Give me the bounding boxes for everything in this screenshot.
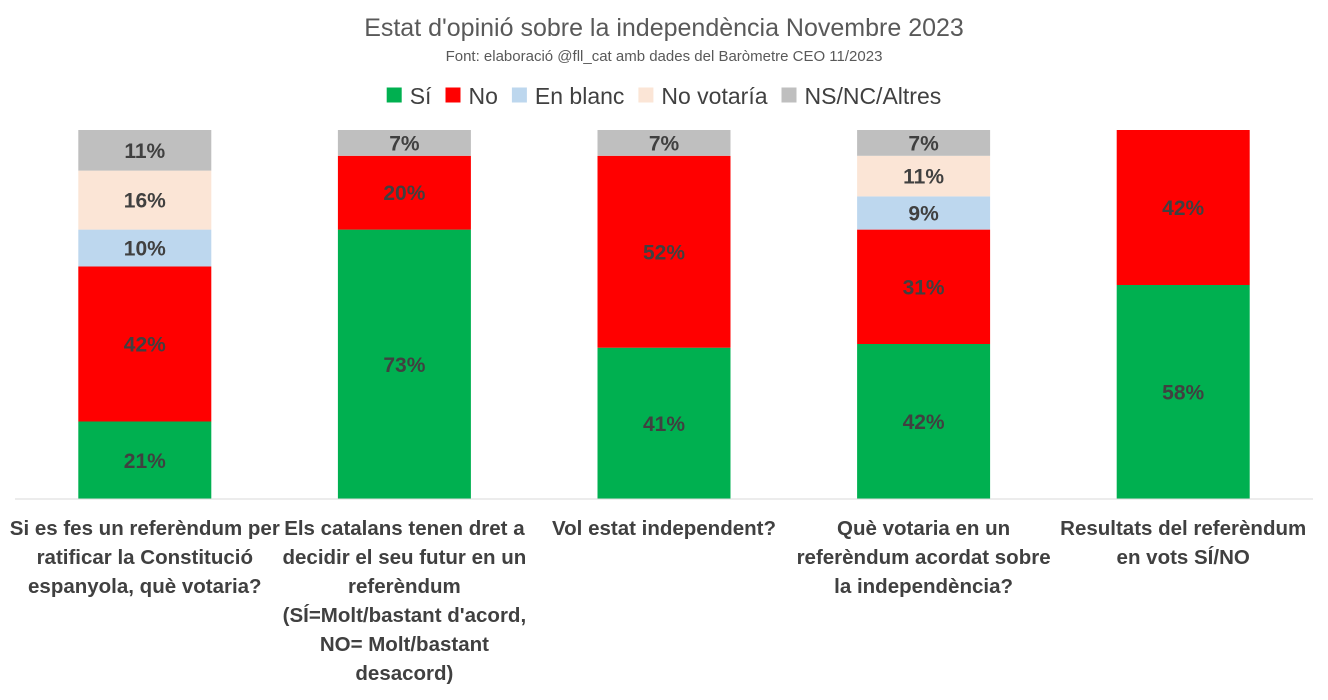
- data-label: 21%: [124, 450, 166, 473]
- data-label: 73%: [383, 354, 425, 377]
- legend-swatch: [638, 87, 654, 103]
- data-label: 9%: [908, 203, 939, 226]
- bar-segment: [597, 347, 731, 499]
- bar-segment: [78, 130, 212, 171]
- legend-swatch: [386, 87, 402, 103]
- bar-segment: [78, 421, 212, 499]
- bar-segment: [857, 344, 991, 499]
- bar-segment: [857, 229, 991, 344]
- legend-label: Sí: [410, 83, 432, 109]
- bar-segment: [78, 266, 212, 422]
- bar-segment: [337, 229, 471, 499]
- data-label: 42%: [1162, 197, 1204, 220]
- chart-title: Estat d'opinió sobre la independència No…: [364, 14, 964, 42]
- category-label: Els catalans tenen dret a decidir el seu…: [282, 517, 527, 685]
- bar-segment: [1116, 285, 1250, 499]
- category-label: Resultats del referèndum en vots SÍ/NO: [1060, 517, 1307, 569]
- data-label: 7%: [649, 132, 680, 155]
- data-label: 20%: [383, 182, 425, 205]
- legend-label: NS/NC/Altres: [805, 83, 942, 109]
- bar-segment: [1116, 130, 1250, 285]
- chart-subtitle: Font: elaboració @fll_cat amb dades del …: [446, 48, 883, 65]
- data-label: 7%: [389, 132, 420, 155]
- category-label: Vol estat independent?: [552, 517, 776, 540]
- bar-segment: [857, 196, 991, 230]
- legend: Sí No En blanc No votaría NS/NC/Altres: [386, 83, 942, 109]
- bar-segment: [597, 130, 731, 156]
- data-label: 11%: [903, 166, 944, 189]
- data-label: 42%: [124, 334, 166, 357]
- category-label: Què votaria en un referèndum acordat sob…: [796, 517, 1051, 598]
- legend-label: No: [469, 83, 498, 109]
- data-label: 42%: [903, 411, 945, 434]
- legend-label: No votaría: [661, 83, 767, 109]
- data-label: 11%: [124, 140, 165, 163]
- bar-segment: [78, 229, 212, 267]
- bar-segment: [597, 155, 731, 348]
- data-label: 10%: [124, 238, 166, 261]
- data-label: 52%: [643, 241, 685, 264]
- legend-swatch: [445, 87, 461, 103]
- legend-label: En blanc: [535, 83, 625, 109]
- data-label: 31%: [903, 276, 945, 299]
- bar-segment: [337, 130, 471, 156]
- bars-group: 21% 42% 10% 16% 11% 73% 20% 7% 41% 52% 7% 42% 31% 9% 1…: [78, 130, 1250, 499]
- data-label: 41%: [643, 413, 685, 436]
- data-label: 16%: [124, 190, 166, 213]
- data-label: 58%: [1162, 382, 1204, 405]
- category-label: Si es fes un referèndum per ratificar la…: [9, 517, 280, 598]
- legend-swatch: [781, 87, 797, 103]
- data-label: 7%: [908, 132, 939, 155]
- bar-segment: [857, 155, 991, 197]
- bar-segment: [857, 130, 991, 156]
- legend-swatch: [511, 87, 527, 103]
- bar-segment: [78, 170, 212, 230]
- bar-segment: [337, 155, 471, 230]
